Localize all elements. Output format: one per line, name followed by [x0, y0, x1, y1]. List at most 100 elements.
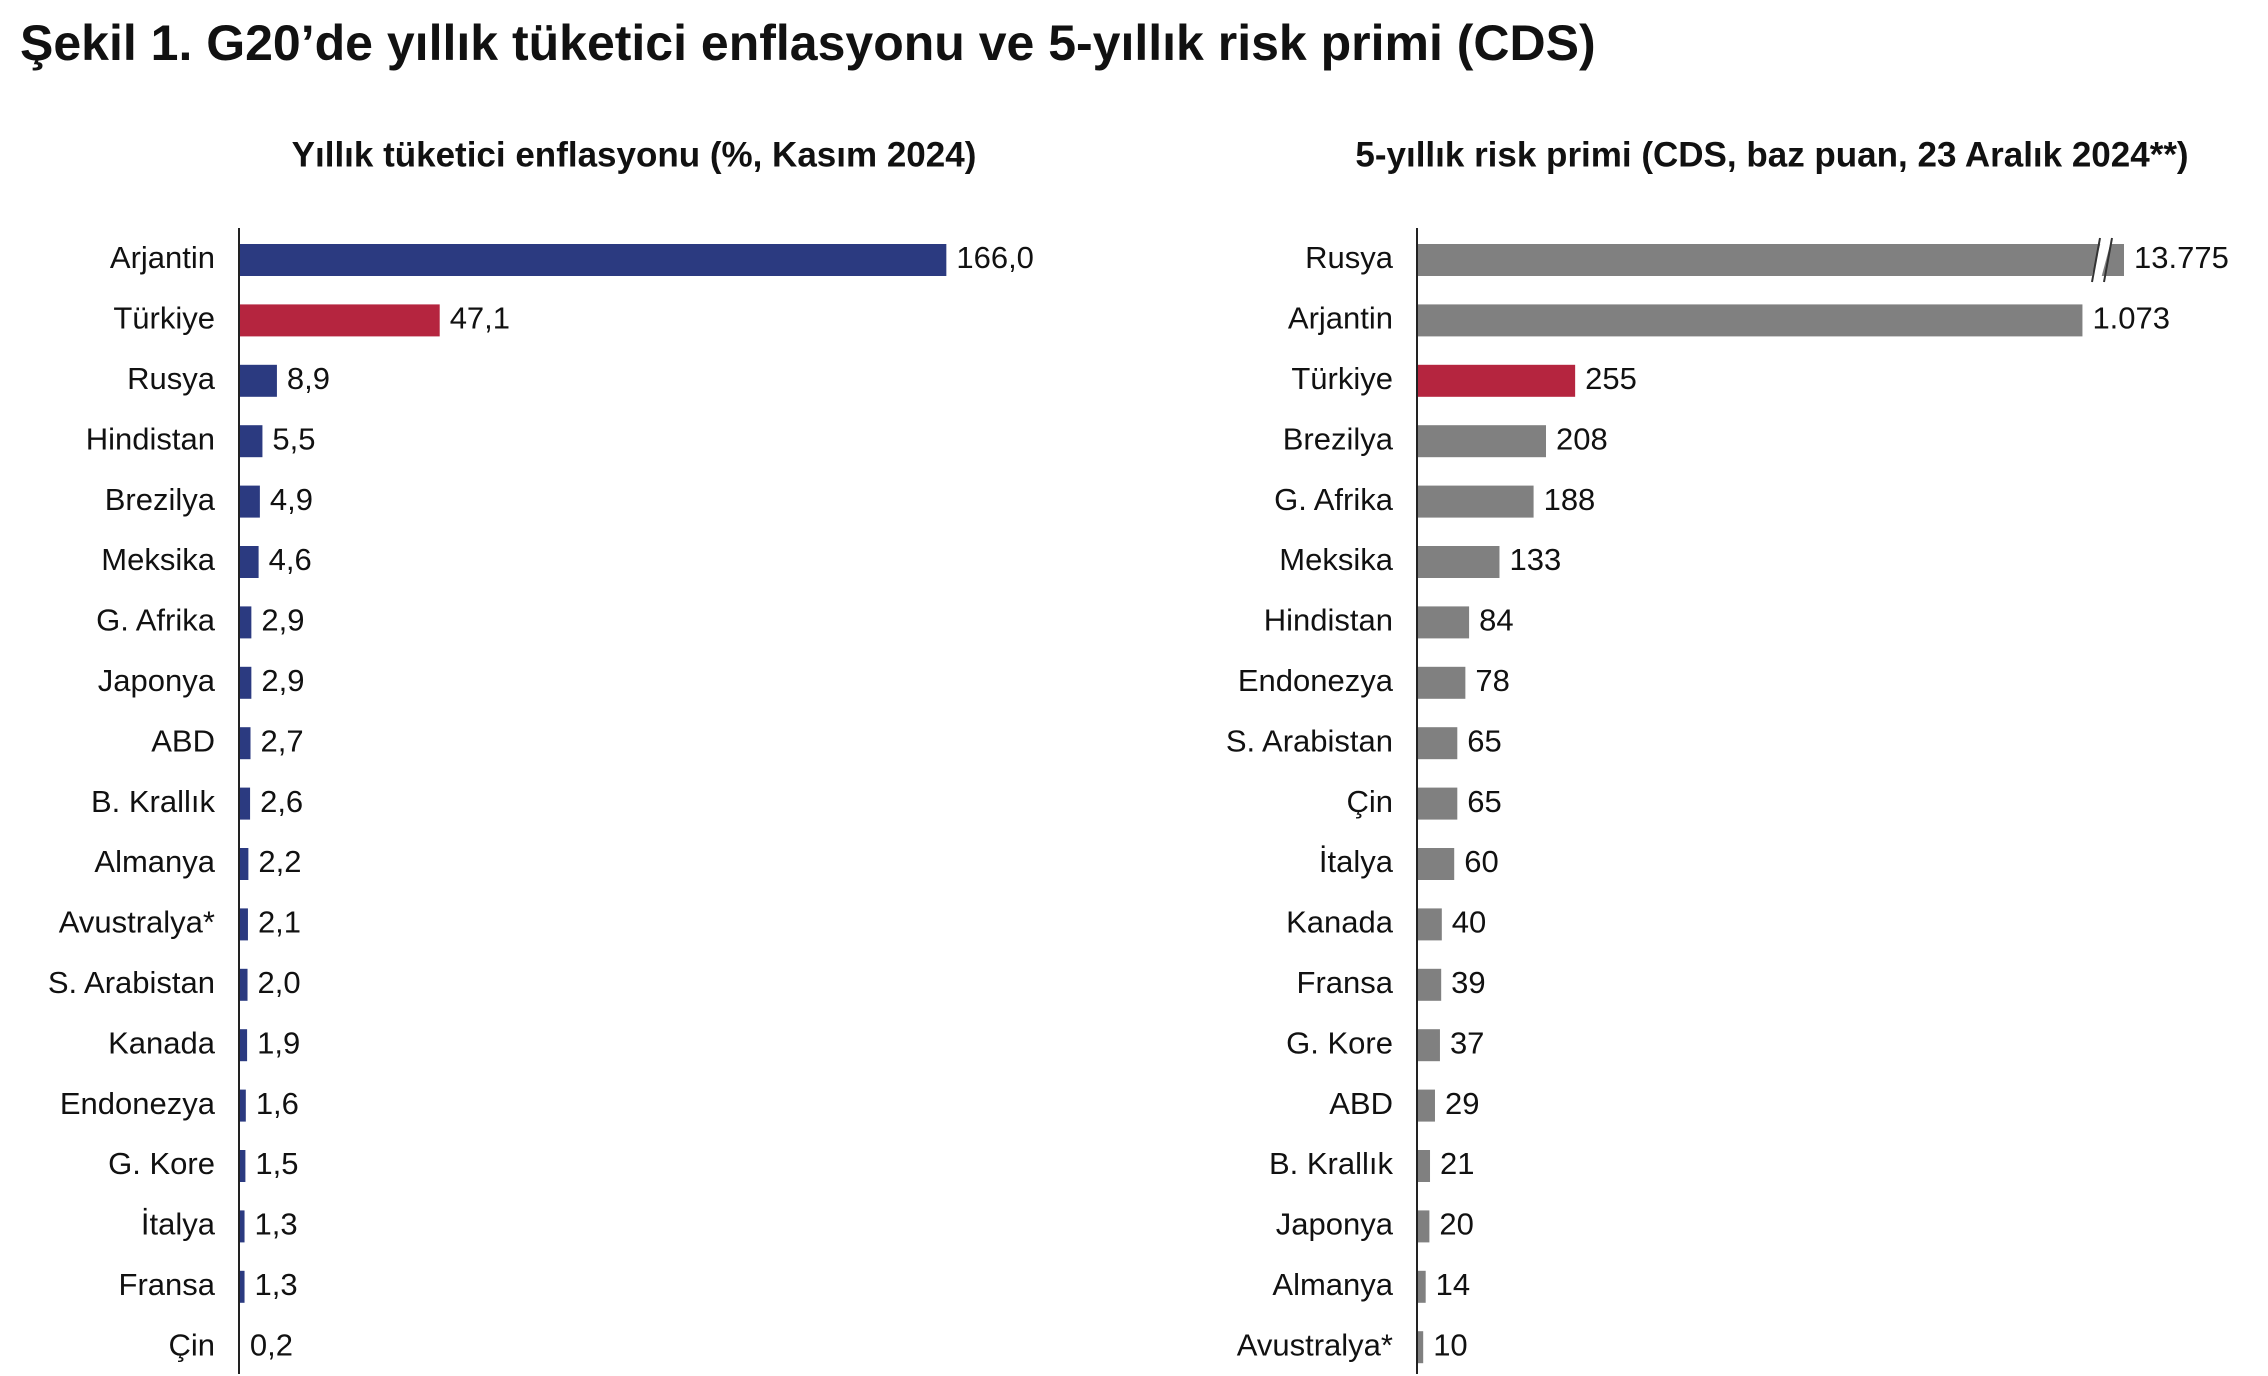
value-label: 5,5: [272, 421, 315, 456]
value-label: 1,3: [255, 1267, 298, 1302]
category-label: S. Arabistan: [1226, 723, 1393, 758]
value-label: 78: [1475, 663, 1509, 698]
bar: [239, 968, 248, 1001]
value-label: 2,1: [258, 905, 301, 940]
category-label: S. Arabistan: [48, 965, 215, 1000]
category-label: B. Krallık: [91, 784, 216, 819]
category-label: Meksika: [101, 542, 215, 577]
value-label: 29: [1445, 1086, 1479, 1121]
value-label: 10: [1433, 1327, 1467, 1362]
category-label: Türkiye: [113, 301, 215, 336]
value-label: 2,2: [258, 844, 301, 879]
category-label: Japonya: [98, 663, 216, 698]
value-label: 2,0: [258, 965, 301, 1000]
category-label: İtalya: [141, 1207, 216, 1242]
category-label: Hindistan: [1264, 603, 1393, 638]
bar: [1417, 848, 1455, 880]
value-label: 208: [1556, 421, 1608, 456]
bar: [239, 1150, 246, 1182]
bar: [1417, 1270, 1426, 1303]
value-label: 188: [1544, 482, 1596, 517]
bar: [239, 1270, 245, 1303]
value-label: 21: [1440, 1146, 1474, 1181]
value-label: 20: [1439, 1207, 1473, 1242]
category-label: Endonezya: [1238, 663, 1394, 698]
bar: [1417, 304, 2083, 337]
bar: [1417, 1331, 1424, 1364]
chart-subtitle: 5-yıllık risk primi (CDS, baz puan, 23 A…: [1355, 135, 2188, 174]
axis-break-mark: [2103, 237, 2113, 283]
category-label: Çin: [1346, 784, 1393, 819]
value-label: 39: [1451, 965, 1485, 1000]
bar: [239, 546, 259, 578]
bar: [1417, 425, 1546, 458]
bar: [1417, 666, 1466, 699]
bar: [1417, 1150, 1431, 1182]
value-label: 14: [1436, 1267, 1470, 1302]
bar: [1417, 727, 1458, 760]
value-label: 65: [1467, 784, 1501, 819]
category-label: Brezilya: [1283, 421, 1394, 456]
bar: [1417, 244, 2124, 276]
value-label: 1,9: [257, 1025, 300, 1060]
value-label: 1,6: [256, 1086, 299, 1121]
bar: [1417, 485, 1534, 518]
value-label: 0,2: [250, 1327, 293, 1362]
category-label: G. Afrika: [1274, 482, 1394, 517]
bar: [1417, 546, 1500, 578]
category-label: Almanya: [94, 844, 215, 879]
category-label: İtalya: [1319, 844, 1394, 879]
category-label: Endonezya: [60, 1086, 216, 1121]
bar: [239, 606, 252, 639]
category-label: Kanada: [1286, 905, 1394, 940]
bar: [239, 425, 263, 458]
bar: [239, 1029, 248, 1062]
bar: [239, 485, 260, 518]
value-label: 40: [1452, 905, 1486, 940]
value-label: 2,6: [260, 784, 303, 819]
category-label: Avustralya*: [59, 905, 215, 940]
category-label: G. Kore: [108, 1146, 215, 1181]
bar: [239, 908, 248, 941]
category-label: Türkiye: [1291, 361, 1393, 396]
bar: [1417, 606, 1470, 639]
value-label: 60: [1464, 844, 1498, 879]
value-label: 2,9: [261, 663, 304, 698]
value-label: 47,1: [450, 301, 510, 336]
category-label: Brezilya: [105, 482, 216, 517]
category-label: Kanada: [108, 1025, 216, 1060]
value-label: 255: [1585, 361, 1637, 396]
value-label: 37: [1450, 1025, 1484, 1060]
value-label: 2,9: [261, 603, 304, 638]
value-label: 166,0: [956, 240, 1034, 275]
bar: [1417, 1089, 1435, 1122]
category-label: Arjantin: [1288, 301, 1393, 336]
bar: [1417, 364, 1576, 397]
category-label: ABD: [1329, 1086, 1393, 1121]
category-label: B. Krallık: [1269, 1146, 1394, 1181]
value-label: 2,7: [261, 723, 304, 758]
category-label: Fransa: [119, 1267, 216, 1302]
bar: [1417, 1029, 1440, 1062]
bar: [239, 364, 277, 397]
value-label: 4,6: [269, 542, 312, 577]
category-label: Avustralya*: [1237, 1327, 1393, 1362]
category-label: Çin: [168, 1327, 215, 1362]
bar: [239, 304, 440, 337]
bar: [239, 727, 251, 760]
bar: [1417, 908, 1442, 941]
bar: [1417, 968, 1442, 1001]
bar: [239, 666, 252, 699]
category-label: Rusya: [127, 361, 216, 396]
category-label: Fransa: [1297, 965, 1394, 1000]
value-label: 4,9: [270, 482, 313, 517]
category-label: G. Afrika: [96, 603, 216, 638]
category-label: Almanya: [1272, 1267, 1393, 1302]
axis-break-gap: [2090, 240, 2112, 280]
chart-subtitle: Yıllık tüketici enflasyonu (%, Kasım 202…: [292, 135, 977, 174]
value-label: 84: [1479, 603, 1513, 638]
bar: [239, 787, 251, 820]
category-label: G. Kore: [1286, 1025, 1393, 1060]
bar: [239, 244, 947, 276]
